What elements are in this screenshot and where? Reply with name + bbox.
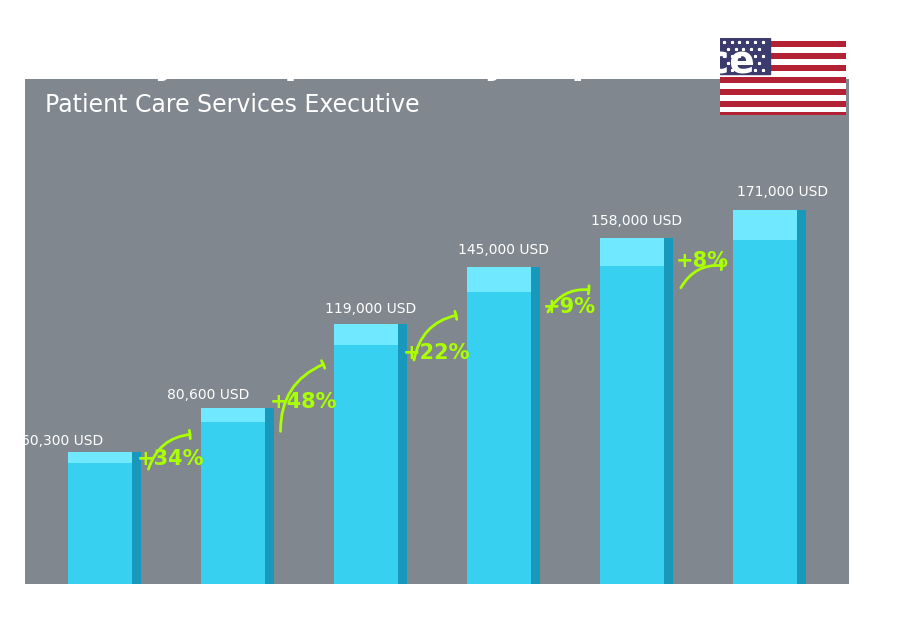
- Bar: [720, 59, 846, 65]
- Bar: [334, 324, 407, 344]
- Bar: [720, 88, 846, 95]
- Text: Average Yearly Salary: Average Yearly Salary: [866, 276, 880, 429]
- Bar: [720, 83, 846, 88]
- Text: +8%: +8%: [676, 251, 729, 271]
- Bar: [720, 71, 846, 77]
- Bar: [599, 238, 673, 266]
- Bar: [797, 210, 806, 584]
- Bar: [398, 324, 407, 584]
- Bar: [720, 53, 846, 59]
- Bar: [531, 267, 540, 584]
- Bar: [68, 452, 141, 584]
- Text: salaryexplorer.com: salaryexplorer.com: [371, 613, 529, 631]
- Text: 119,000 USD: 119,000 USD: [325, 302, 416, 316]
- Text: 145,000 USD: 145,000 USD: [458, 244, 549, 257]
- Text: 60,300 USD: 60,300 USD: [21, 434, 103, 448]
- Bar: [334, 324, 407, 584]
- Text: Patient Care Services Executive: Patient Care Services Executive: [45, 93, 419, 117]
- Bar: [720, 42, 846, 47]
- Bar: [720, 47, 846, 53]
- Bar: [720, 106, 846, 112]
- Bar: [68, 452, 141, 463]
- Text: +9%: +9%: [544, 297, 597, 317]
- Bar: [664, 238, 673, 584]
- Bar: [720, 95, 846, 101]
- Bar: [266, 408, 274, 584]
- Bar: [720, 65, 846, 71]
- Bar: [467, 267, 540, 292]
- Bar: [720, 101, 846, 106]
- Bar: [720, 38, 770, 74]
- Bar: [599, 238, 673, 584]
- Bar: [467, 267, 540, 584]
- Bar: [132, 452, 141, 584]
- Text: +34%: +34%: [137, 449, 204, 469]
- Text: 171,000 USD: 171,000 USD: [737, 185, 828, 199]
- Bar: [720, 77, 846, 83]
- Text: salary: salary: [410, 613, 466, 631]
- Text: +22%: +22%: [403, 343, 471, 363]
- Text: 80,600 USD: 80,600 USD: [166, 388, 249, 403]
- Text: 158,000 USD: 158,000 USD: [590, 214, 682, 228]
- Bar: [201, 408, 274, 584]
- Bar: [733, 210, 806, 584]
- Bar: [201, 408, 274, 422]
- Bar: [720, 112, 846, 119]
- Text: +48%: +48%: [270, 392, 338, 412]
- Text: Salary Comparison By Experience: Salary Comparison By Experience: [45, 45, 755, 81]
- Bar: [733, 210, 806, 240]
- Text: explorer.com: explorer.com: [456, 613, 564, 631]
